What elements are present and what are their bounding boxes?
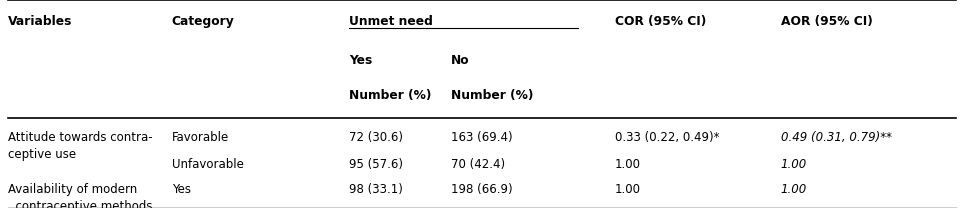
Text: 70 (42.4): 70 (42.4) [451, 158, 505, 171]
Text: 0.33 (0.22, 0.49)*: 0.33 (0.22, 0.49)* [615, 131, 719, 144]
Text: 1.00: 1.00 [781, 158, 807, 171]
Text: AOR (95% CI): AOR (95% CI) [781, 15, 872, 27]
Text: COR (95% CI): COR (95% CI) [615, 15, 707, 27]
Text: 163 (69.4): 163 (69.4) [451, 131, 513, 144]
Text: Availability of modern
  contraceptive methods: Availability of modern contraceptive met… [8, 183, 152, 208]
Text: Number (%): Number (%) [349, 89, 431, 103]
Text: No: No [451, 54, 469, 67]
Text: 198 (66.9): 198 (66.9) [451, 183, 513, 196]
Text: Unmet need: Unmet need [349, 15, 433, 27]
Text: Yes: Yes [349, 54, 372, 67]
Text: 1.00: 1.00 [615, 158, 641, 171]
Text: 1.00: 1.00 [615, 183, 641, 196]
Text: Unfavorable: Unfavorable [172, 158, 244, 171]
Text: Favorable: Favorable [172, 131, 228, 144]
Text: Attitude towards contra-
ceptive use: Attitude towards contra- ceptive use [8, 131, 152, 161]
Text: 0.49 (0.31, 0.79)**: 0.49 (0.31, 0.79)** [781, 131, 892, 144]
Text: 1.00: 1.00 [781, 183, 807, 196]
Text: 98 (33.1): 98 (33.1) [349, 183, 403, 196]
Text: Number (%): Number (%) [451, 89, 533, 103]
Text: 72 (30.6): 72 (30.6) [349, 131, 403, 144]
Text: 95 (57.6): 95 (57.6) [349, 158, 403, 171]
Text: Variables: Variables [8, 15, 72, 27]
Text: Category: Category [172, 15, 234, 27]
Text: Yes: Yes [172, 183, 191, 196]
